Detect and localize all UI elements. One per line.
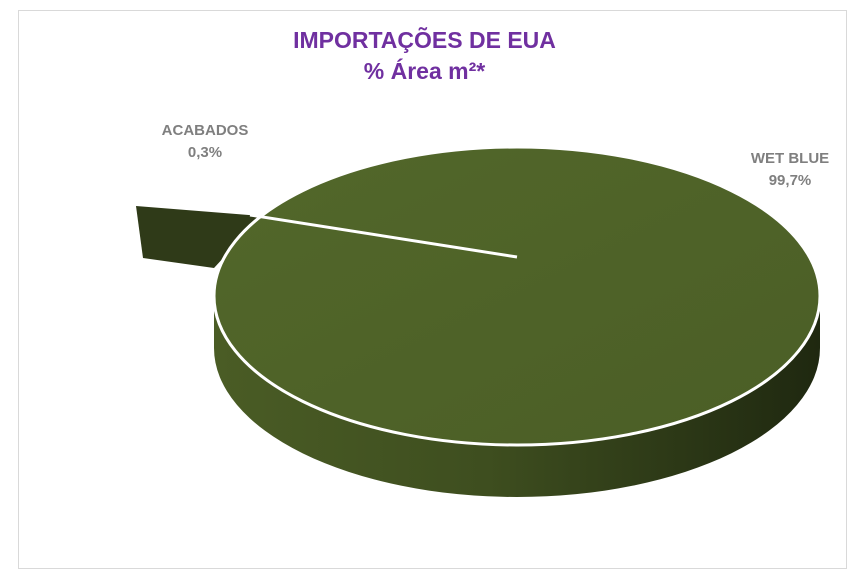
data-label-wet-blue-name: WET BLUE bbox=[750, 150, 830, 167]
data-label-acabados-name: ACABADOS bbox=[161, 122, 249, 139]
chart-subtitle: % Área m²* bbox=[363, 58, 486, 84]
slice-wet-blue bbox=[212, 145, 822, 447]
slice-wet-blue-side bbox=[214, 296, 820, 497]
slice-separator bbox=[249, 213, 518, 259]
slice-acabados bbox=[136, 206, 262, 268]
chart-title: IMPORTAÇÕES DE EUA bbox=[293, 27, 556, 53]
data-label-acabados: ACABADOS 0,3% bbox=[150, 120, 260, 164]
data-label-acabados-value: 0,3% bbox=[187, 144, 223, 161]
data-label-wet-blue: WET BLUE 99,7% bbox=[740, 148, 840, 192]
data-label-wet-blue-value: 99,7% bbox=[768, 172, 812, 189]
